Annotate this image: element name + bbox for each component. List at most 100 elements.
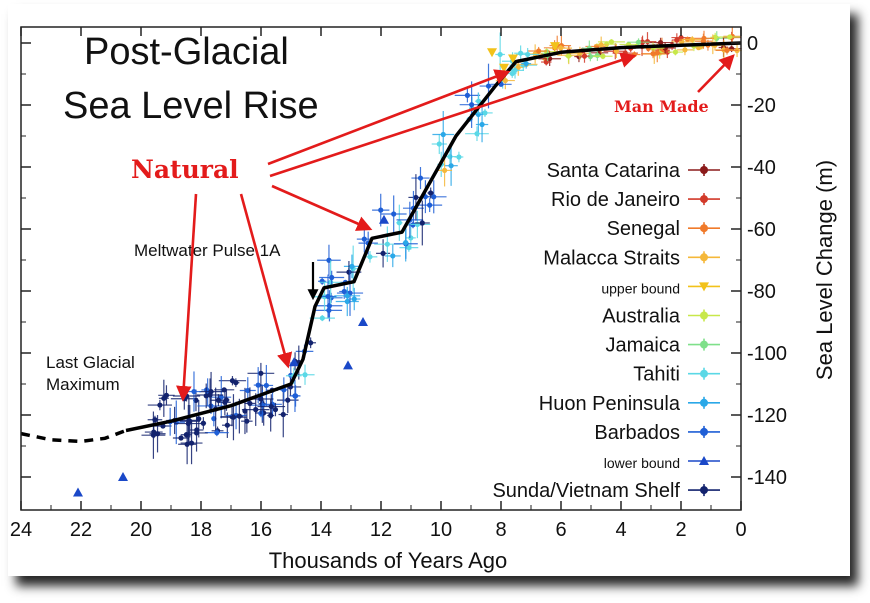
point-marker [214, 430, 220, 436]
natural-arrow [176, 193, 198, 402]
y-tick-label: -140 [747, 467, 787, 489]
point-marker [413, 194, 419, 201]
point-marker [255, 382, 261, 388]
legend-swatch-marker [700, 340, 708, 349]
point-marker [436, 141, 442, 147]
point-marker [682, 47, 688, 53]
data-point [218, 376, 247, 386]
data-point [396, 204, 403, 241]
point-marker [512, 67, 518, 74]
data-point [178, 424, 197, 465]
point-marker [672, 49, 679, 55]
data-point [715, 46, 739, 55]
point-marker [408, 235, 414, 241]
axes-layer: 24 22 20 18 16 14 12 10 8 6 4 2 00-20-40-60-80-100-1… [10, 26, 787, 541]
data-point [158, 379, 169, 417]
point-marker [441, 167, 448, 174]
point-marker [536, 48, 542, 54]
x-tick-label: 14 [310, 519, 332, 541]
point-marker [464, 92, 471, 98]
data-point [244, 387, 256, 420]
legend-swatch-marker [700, 253, 708, 262]
data-point [380, 195, 407, 233]
legend-swatch-marker [700, 427, 708, 436]
data-point [218, 389, 231, 416]
point-marker [380, 250, 386, 256]
point-marker [456, 154, 462, 160]
point-marker [391, 211, 397, 217]
point-marker [319, 315, 325, 321]
y-tick-label: -60 [747, 219, 776, 241]
data-point [593, 53, 613, 60]
point-marker [215, 397, 222, 403]
point-marker [325, 293, 331, 300]
y-tick-label: -100 [747, 343, 787, 365]
point-marker [427, 202, 433, 208]
natural-arrow [239, 193, 293, 369]
point-marker [272, 406, 279, 413]
point-marker [188, 440, 195, 446]
x-tick-label: 10 [430, 519, 452, 541]
point-marker [349, 263, 355, 269]
point-marker [515, 64, 521, 70]
upper-bound-marker [499, 63, 509, 73]
data-point [211, 376, 232, 419]
point-marker [390, 253, 396, 259]
point-marker [657, 39, 664, 46]
point-marker [222, 399, 228, 405]
data-point [694, 33, 713, 49]
point-marker [329, 274, 335, 281]
point-marker [285, 397, 291, 403]
point-marker [474, 131, 480, 137]
point-marker [479, 121, 485, 128]
point-marker [351, 296, 357, 302]
point-marker [367, 254, 373, 260]
point-marker [341, 288, 347, 295]
lower-bound-marker [358, 317, 368, 326]
data-point [408, 174, 424, 221]
data-point [319, 274, 337, 319]
lower-bound-marker [379, 214, 389, 224]
data-point [427, 187, 434, 199]
point-marker [280, 411, 286, 418]
data-point [404, 210, 431, 239]
point-marker [396, 220, 402, 226]
point-marker [598, 42, 604, 48]
data-point [641, 49, 665, 59]
data-point [348, 287, 361, 311]
natural-arrow [267, 69, 511, 166]
legend-entry: lower bound [604, 455, 720, 471]
legend-label: Australia [602, 306, 681, 328]
point-marker [344, 293, 350, 299]
legend-swatch-marker [700, 369, 708, 378]
data-point [214, 387, 235, 393]
legend-swatch-marker [699, 456, 709, 465]
data-point [414, 200, 430, 246]
x-tick-label: 12 [370, 519, 392, 541]
data-point [667, 48, 684, 56]
legend-label: upper bound [601, 280, 680, 296]
point-marker [247, 400, 253, 407]
point-marker [268, 403, 274, 410]
data-point [247, 362, 275, 384]
point-marker [157, 402, 163, 408]
point-marker [727, 34, 733, 40]
point-marker [236, 413, 242, 419]
data-point [147, 399, 173, 411]
data-point [454, 88, 481, 103]
point-marker [378, 207, 384, 213]
legend-entry: Malacca Straits [543, 247, 720, 269]
point-marker [417, 175, 424, 181]
legend-label: Jamaica [606, 335, 681, 357]
data-point [495, 32, 505, 77]
data-point [384, 244, 401, 268]
point-marker [558, 45, 564, 51]
y-axis-label: Sea Level Change (m) [812, 160, 837, 380]
point-marker [308, 340, 314, 346]
data-point [465, 126, 489, 142]
curves-layer [20, 41, 742, 444]
point-marker [431, 194, 437, 200]
legend-label: Tahiti [633, 364, 680, 386]
point-marker [635, 39, 642, 45]
legend-label: Barbados [594, 422, 680, 444]
